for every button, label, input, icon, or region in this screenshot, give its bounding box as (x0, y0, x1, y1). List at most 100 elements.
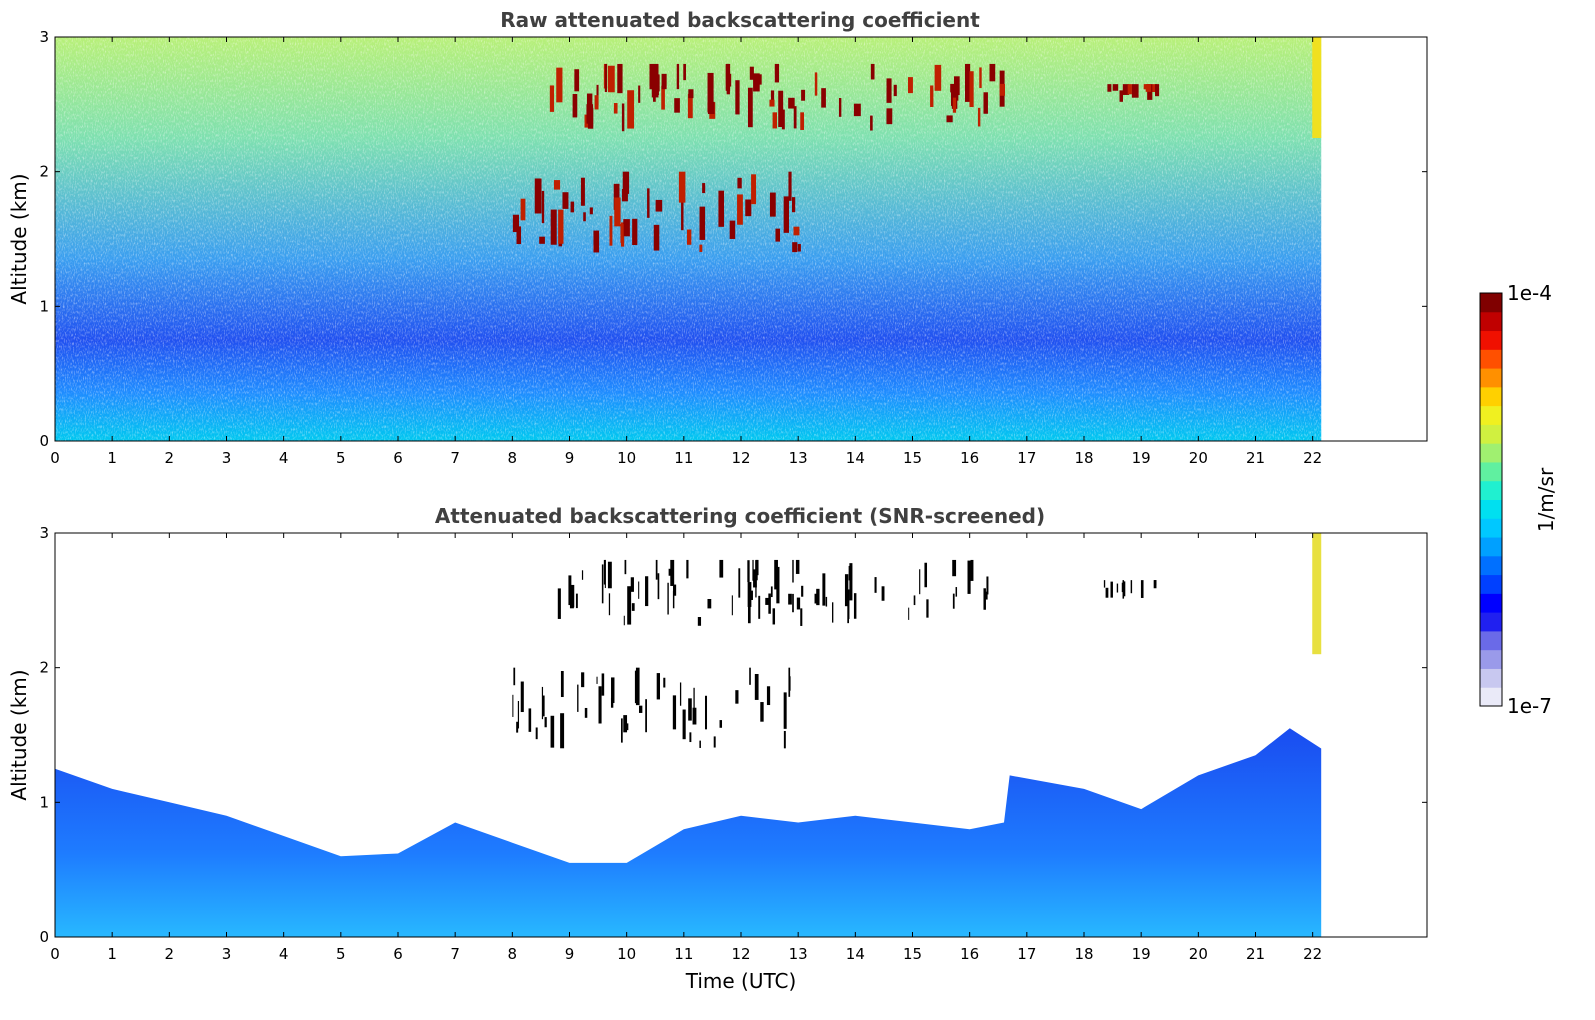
cloud-streak (719, 559, 724, 578)
cloud-streak (1105, 587, 1109, 598)
x-tick-label: 4 (279, 449, 289, 467)
cloud-streak (556, 67, 563, 103)
end-strip (1312, 533, 1322, 655)
x-tick-label: 9 (565, 945, 575, 963)
cloud-streak (1140, 580, 1144, 598)
cloud-streak (683, 63, 686, 81)
cloud-streak (647, 188, 650, 218)
x-tick-label: 12 (731, 945, 750, 963)
cloud-streak (550, 715, 555, 748)
x-tick-label: 14 (846, 945, 865, 963)
panel-screened-xlabel: Time (UTC) (685, 969, 797, 993)
cloud-streak (624, 559, 627, 575)
cloud-streak (768, 593, 771, 614)
panel-raw-plot-area (55, 37, 1322, 441)
cloud-streak (926, 599, 929, 618)
cloud-streak (756, 559, 759, 576)
cloud-streak (668, 568, 671, 576)
cloud-streak (679, 682, 682, 706)
colorbar-step (1480, 349, 1502, 369)
panel-screened-y-axis: 0 1 2 3 (39, 524, 1427, 946)
cloud-streak (753, 569, 757, 588)
cloud-streak (792, 593, 794, 613)
cloud-streak (886, 78, 892, 103)
x-tick-label: 22 (1303, 945, 1322, 963)
cloud-streak (745, 199, 752, 217)
cloud-streak (655, 559, 658, 580)
cloud-streak (881, 586, 885, 601)
cloud-streak (673, 584, 677, 596)
x-tick-label: 17 (1017, 449, 1036, 467)
cloud-streak (651, 63, 659, 98)
cloud-streak (781, 109, 785, 130)
x-tick-label: 15 (903, 449, 922, 467)
x-tick-label: 5 (336, 945, 346, 963)
cloud-streak (783, 692, 787, 729)
raw-cloud-features (512, 37, 1322, 253)
cloud-streak (1130, 580, 1133, 594)
y-tick-label: 0 (39, 928, 49, 946)
panel-screened-title: Attenuated backscattering coefficient (S… (435, 504, 1045, 528)
cloud-streak (985, 591, 988, 600)
cloud-streak (1122, 84, 1130, 95)
colorbar-step (1480, 537, 1502, 557)
cloud-streak (699, 206, 706, 240)
cloud-streak (656, 673, 661, 700)
colorbar-max-label: 1e-4 (1507, 281, 1552, 305)
cloud-streak (847, 589, 850, 619)
cloud-streak (601, 564, 604, 604)
cloud-streak (822, 573, 826, 606)
cloud-streak (621, 188, 628, 202)
colorbar-step (1480, 499, 1502, 519)
cloud-streak (670, 559, 675, 586)
x-tick-label: 7 (450, 945, 460, 963)
cloud-streak (620, 223, 624, 243)
x-tick-label: 20 (1189, 449, 1208, 467)
cloud-streak (952, 593, 955, 609)
cloud-streak (749, 667, 751, 685)
cloud-streak (601, 673, 605, 696)
cloud-streak (699, 740, 701, 748)
screened-aerosol-layer (55, 728, 1322, 937)
x-tick-label: 19 (1132, 449, 1151, 467)
cloud-streak (596, 676, 598, 684)
cloud-streak (814, 72, 818, 96)
cloud-streak (617, 63, 623, 94)
y-tick-label: 2 (39, 659, 49, 677)
cloud-streak (953, 76, 960, 96)
cloud-streak (934, 64, 942, 91)
cloud-streak (886, 108, 893, 125)
cloud-streak (1121, 582, 1125, 593)
colorbar-step (1480, 424, 1502, 444)
cloud-streak (608, 593, 611, 616)
colorbar-step (1480, 630, 1502, 651)
end-strip (1312, 37, 1322, 138)
cloud-streak (769, 192, 776, 217)
cloud-streak (751, 174, 757, 205)
cloud-streak (687, 93, 693, 119)
cloud-streak (735, 80, 740, 115)
x-tick-label: 17 (1017, 945, 1036, 963)
cloud-streak (598, 686, 602, 724)
cloud-streak (1153, 580, 1157, 585)
x-tick-label: 18 (1074, 449, 1093, 467)
cloud-streak (678, 171, 686, 203)
cloud-streak (512, 694, 514, 717)
cloud-streak (686, 559, 689, 579)
cloud-streak (577, 684, 579, 712)
cloud-streak (699, 244, 703, 252)
cloud-streak (1151, 84, 1158, 92)
cloud-streak (753, 73, 760, 92)
cloud-streak (627, 90, 635, 129)
cloud-streak (770, 586, 773, 598)
cloud-streak (682, 709, 686, 740)
colorbar-step (1480, 593, 1502, 613)
cloud-streak (553, 180, 561, 190)
cloud-streak (999, 83, 1005, 96)
colorbar-step (1480, 574, 1502, 594)
cloud-streak (788, 171, 792, 201)
cloud-streak (950, 83, 955, 93)
cloud-streak (560, 713, 565, 749)
cloud-streak (558, 209, 564, 244)
cloud-streak (604, 559, 606, 589)
